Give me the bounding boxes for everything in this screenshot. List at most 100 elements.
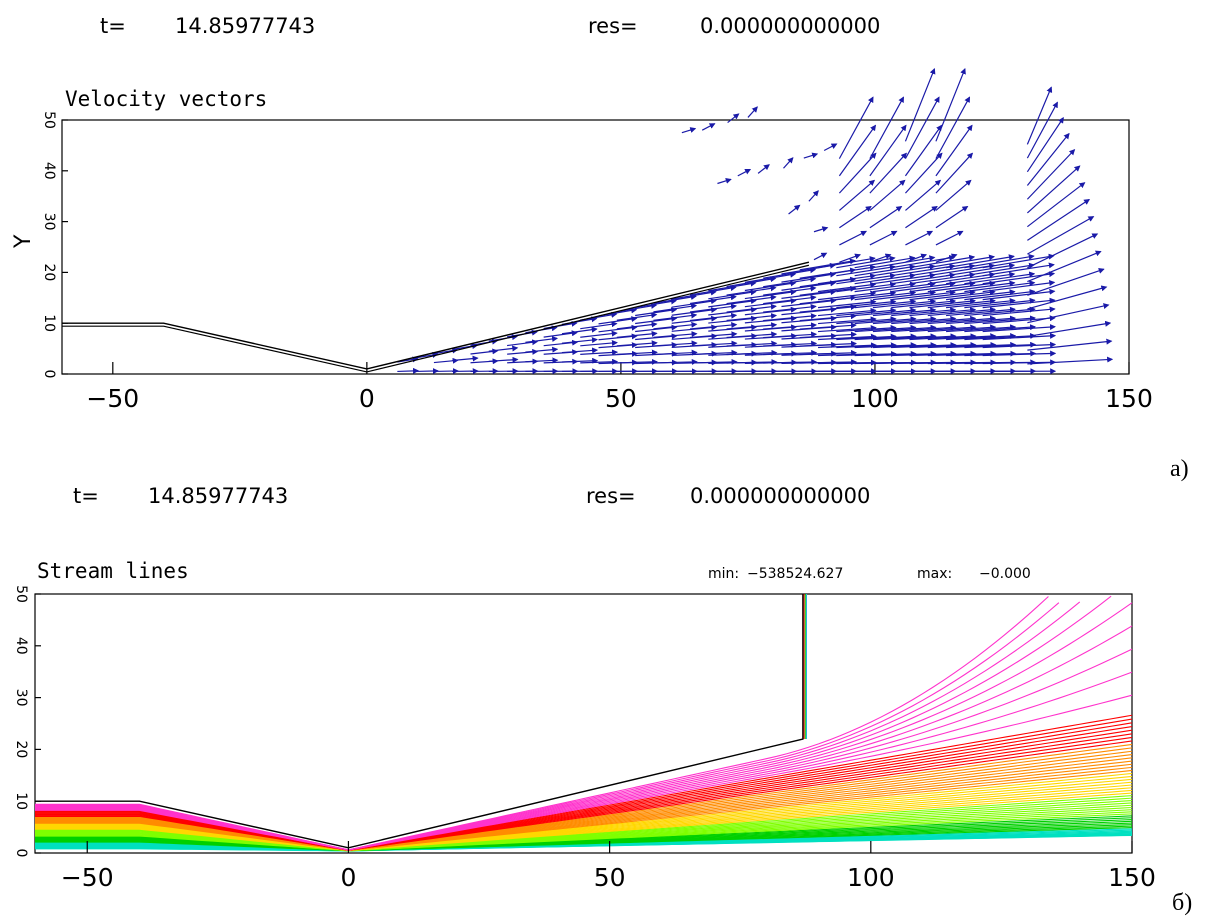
velocity-arrow (982, 306, 1056, 317)
velocity-arrow (854, 281, 917, 293)
velocity-arrow (1026, 165, 1081, 214)
velocity-arrow (744, 298, 797, 308)
velocity-arrow (799, 322, 857, 330)
velocity-arrow (909, 341, 977, 349)
velocity-arrow (799, 349, 858, 356)
velocity-arrow (525, 346, 559, 353)
velocity-arrow (964, 253, 1035, 269)
velocity-arrow (653, 340, 698, 347)
velocity-arrow (818, 342, 877, 349)
velocity-arrow (783, 157, 794, 169)
velocity-arrow (836, 298, 897, 309)
velocity-arrow (905, 253, 928, 263)
velocity-arrow (891, 315, 957, 325)
velocity-arrow (869, 179, 906, 211)
velocity-arrow (689, 285, 737, 296)
velocity-arrow (838, 152, 877, 194)
velocity-arrow (945, 262, 1016, 277)
velocity-arrow (580, 340, 618, 347)
velocity-arrow (836, 290, 897, 301)
velocity-arrow (909, 263, 976, 277)
velocity-arrow (781, 306, 837, 316)
velocity-arrow (799, 258, 856, 271)
velocity-arrow (717, 177, 732, 185)
velocity-arrow (935, 96, 971, 159)
velocity-arrow (823, 143, 838, 152)
velocity-arrow (946, 333, 1017, 341)
velocity-arrow (817, 264, 876, 277)
velocity-arrow (726, 349, 778, 356)
velocity-arrow (946, 341, 1017, 349)
velocity-arrow (799, 340, 858, 347)
velocity-arrow (433, 347, 459, 355)
velocity-arrow (580, 321, 618, 330)
velocity-arrow (909, 324, 977, 333)
velocity-arrow (964, 315, 1036, 325)
velocity-arrow (616, 349, 658, 356)
velocity-arrow (799, 285, 857, 296)
velocity-arrow (964, 324, 1037, 333)
velocity-arrow (904, 152, 943, 194)
velocity-arrow (598, 324, 638, 333)
velocity-arrow (763, 285, 817, 296)
velocity-arrow (708, 306, 758, 316)
velocity-arrow (813, 226, 829, 233)
velocity-arrow (872, 342, 937, 349)
velocity-arrow (616, 312, 658, 321)
velocity-arrow (543, 339, 579, 347)
velocity-arrow (1027, 267, 1105, 296)
velocity-arrow (616, 321, 658, 330)
velocity-arrow (744, 289, 797, 300)
velocity-arrow (788, 204, 801, 215)
velocity-arrow (737, 168, 752, 177)
velocity-arrow (872, 324, 937, 333)
velocity-arrow (982, 253, 1055, 269)
velocity-arrow (635, 298, 677, 309)
panel-a-res-label: res= (588, 14, 638, 38)
velocity-arrow (726, 340, 778, 347)
velocity-arrow (763, 359, 818, 366)
x-tick-label: 50 (605, 384, 637, 413)
velocity-arrow (945, 254, 1015, 269)
velocity-arrow (836, 281, 897, 293)
velocity-arrow (757, 164, 770, 174)
velocity-arrow (635, 315, 678, 325)
velocity-arrow (488, 356, 519, 363)
velocity-arrow (838, 96, 874, 159)
velocity-arrow (671, 307, 718, 316)
velocity-arrow (909, 254, 976, 269)
velocity-arrow (653, 303, 698, 313)
velocity-arrow (799, 359, 858, 366)
y-tick-label: 30 (41, 213, 57, 231)
velocity-arrow (927, 280, 996, 293)
velocity-arrow (817, 273, 877, 285)
velocity-arrow (653, 312, 698, 321)
panel-a-t-label: t= (100, 14, 126, 38)
velocity-arrow (854, 255, 916, 269)
velocity-arrow (982, 324, 1056, 333)
velocity-arrow (854, 264, 916, 277)
velocity-arrow (836, 333, 897, 341)
y-tick-label: 40 (41, 162, 57, 180)
velocity-arrow (689, 358, 738, 365)
velocity-arrow (818, 325, 877, 333)
velocity-arrow (1027, 356, 1114, 365)
velocity-arrow (726, 359, 778, 366)
velocity-arrow (872, 281, 936, 293)
velocity-arrow (935, 67, 966, 142)
panel-a-label: a) (1170, 456, 1189, 482)
velocity-arrow (543, 330, 578, 338)
velocity-arrow (964, 271, 1036, 285)
velocity-arrow (927, 254, 996, 269)
velocity-arrow (763, 349, 818, 356)
velocity-arrow (763, 303, 817, 313)
velocity-arrow (872, 272, 936, 285)
velocity-arrow (946, 306, 1016, 317)
velocity-arrow (927, 324, 997, 333)
velocity-arrow (817, 281, 877, 293)
velocity-arrow (653, 294, 697, 304)
y-tick-label: 20 (13, 740, 29, 758)
velocity-arrow (909, 272, 976, 285)
velocity-arrow (763, 294, 817, 305)
